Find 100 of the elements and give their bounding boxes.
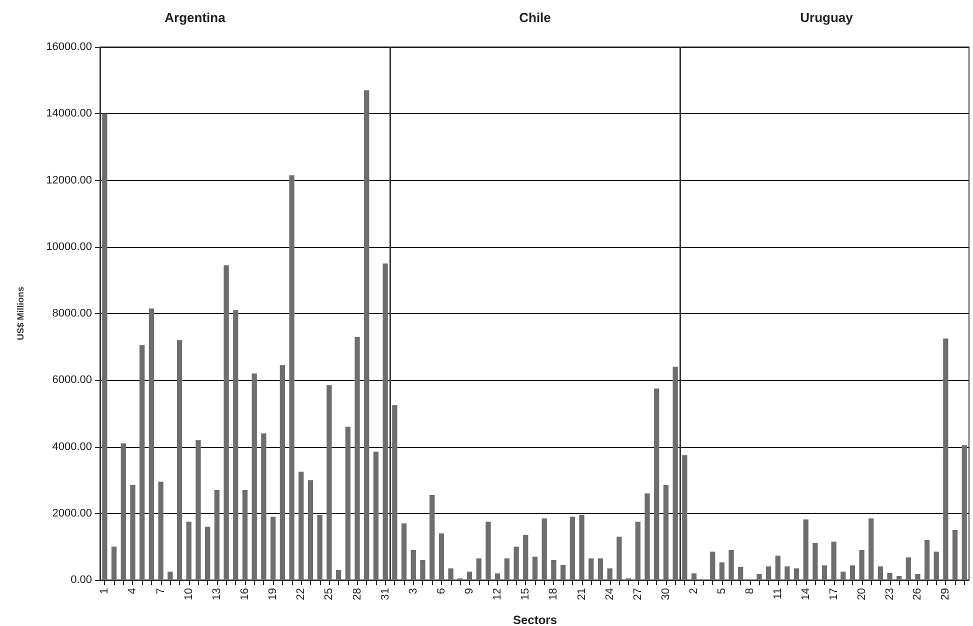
bar bbox=[148, 308, 154, 580]
bar bbox=[354, 336, 360, 580]
bar bbox=[280, 365, 285, 580]
x-tick-label: 29 bbox=[940, 588, 952, 600]
y-tick-label: 12000.00 bbox=[46, 174, 92, 186]
x-tick-label: 23 bbox=[884, 588, 896, 600]
y-tick-label: 2000.00 bbox=[52, 507, 92, 520]
bar bbox=[878, 566, 883, 580]
bar bbox=[560, 565, 566, 580]
bar bbox=[943, 338, 948, 580]
x-tick-label: 8 bbox=[744, 588, 756, 594]
bar bbox=[542, 518, 547, 580]
bar bbox=[663, 485, 669, 580]
bar bbox=[616, 536, 622, 580]
x-tick-label: 30 bbox=[660, 588, 672, 600]
bar bbox=[915, 574, 920, 580]
x-tick-label: 27 bbox=[632, 588, 644, 600]
bar bbox=[868, 518, 874, 580]
y-axis-title: US$ Millions bbox=[16, 286, 26, 340]
bar bbox=[326, 385, 332, 580]
bar bbox=[317, 515, 322, 580]
bar bbox=[924, 540, 930, 580]
bar bbox=[345, 426, 350, 580]
bar bbox=[682, 455, 688, 580]
bar bbox=[794, 568, 800, 580]
bar bbox=[252, 373, 257, 580]
y-tick-label: 4000.00 bbox=[52, 440, 92, 453]
bar bbox=[532, 556, 538, 580]
bar bbox=[270, 516, 276, 580]
bar bbox=[168, 572, 173, 580]
x-tick-label: 16 bbox=[239, 588, 251, 600]
x-tick-label: 7 bbox=[154, 588, 167, 594]
x-tick-label: 9 bbox=[464, 588, 476, 594]
bar bbox=[336, 570, 342, 580]
bar bbox=[224, 265, 229, 580]
x-tick-label: 25 bbox=[323, 588, 336, 600]
x-tick-label: 11 bbox=[772, 588, 784, 600]
bar bbox=[859, 550, 864, 580]
bar bbox=[803, 519, 808, 580]
bar bbox=[906, 557, 911, 580]
x-tick-label: 13 bbox=[210, 588, 223, 600]
bar bbox=[364, 90, 370, 580]
bar bbox=[822, 565, 828, 580]
bar bbox=[392, 405, 398, 580]
x-tick-label: 14 bbox=[800, 588, 812, 600]
x-tick-label: 12 bbox=[492, 588, 504, 600]
bar bbox=[382, 264, 388, 580]
bar bbox=[130, 485, 136, 580]
bar bbox=[401, 523, 407, 580]
x-tick-label: 19 bbox=[267, 588, 280, 600]
x-tick-label: 15 bbox=[520, 588, 532, 600]
chart-title: Chile bbox=[519, 10, 551, 25]
bar bbox=[448, 568, 454, 580]
bar bbox=[719, 562, 725, 580]
bar bbox=[466, 572, 472, 580]
x-tick-label: 10 bbox=[182, 588, 195, 600]
bar bbox=[420, 560, 426, 580]
bar bbox=[840, 572, 846, 580]
bar bbox=[140, 345, 145, 580]
x-tick-label: 22 bbox=[295, 588, 308, 600]
bar bbox=[691, 573, 697, 580]
bar bbox=[887, 573, 892, 580]
bar bbox=[812, 543, 818, 580]
bar bbox=[588, 558, 594, 580]
chart-title: Uruguay bbox=[800, 10, 854, 25]
bar bbox=[579, 515, 584, 580]
y-tick-label: 14000.00 bbox=[46, 108, 92, 120]
bar bbox=[598, 558, 604, 580]
bar bbox=[570, 516, 575, 580]
bar bbox=[120, 443, 126, 580]
x-tick-label: 18 bbox=[548, 588, 560, 600]
chart-title: Argentina bbox=[164, 10, 226, 25]
bar bbox=[504, 558, 510, 580]
bar bbox=[186, 522, 192, 580]
x-axis-title: Sectors bbox=[512, 613, 558, 626]
bar bbox=[176, 340, 182, 580]
bar bbox=[523, 535, 528, 580]
x-tick-label: 26 bbox=[912, 588, 924, 600]
x-tick-label: 1 bbox=[98, 588, 111, 594]
bar bbox=[430, 495, 435, 580]
bar bbox=[514, 546, 519, 580]
bar bbox=[476, 558, 482, 580]
x-tick-label: 5 bbox=[716, 588, 728, 594]
y-tick-label: 8000.00 bbox=[52, 308, 92, 320]
y-tick-label: 0.00 bbox=[70, 574, 92, 586]
bar bbox=[728, 550, 734, 580]
bar bbox=[644, 493, 650, 580]
bar bbox=[214, 490, 220, 580]
x-tick-label: 31 bbox=[379, 588, 392, 600]
y-tick-label: 6000.00 bbox=[52, 374, 92, 386]
bar bbox=[373, 452, 379, 580]
bar bbox=[158, 482, 164, 580]
x-tick-label: 4 bbox=[126, 588, 139, 594]
bar bbox=[775, 556, 780, 580]
bar bbox=[233, 310, 238, 580]
bar bbox=[635, 522, 640, 580]
bar bbox=[607, 568, 612, 580]
bar bbox=[850, 565, 856, 580]
x-tick-label: 28 bbox=[351, 588, 364, 600]
bar bbox=[710, 552, 716, 580]
